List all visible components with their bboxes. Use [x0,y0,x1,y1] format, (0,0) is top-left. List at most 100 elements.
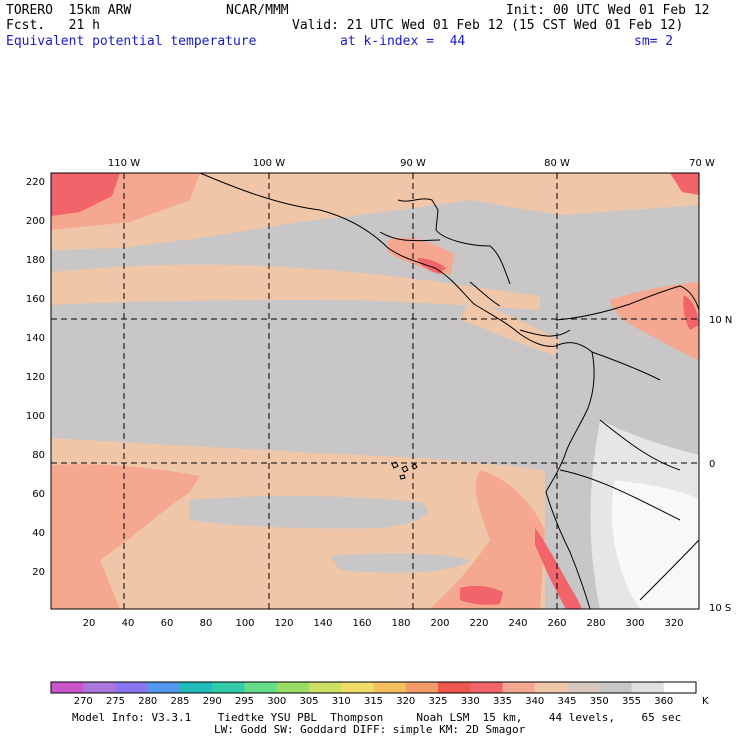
x-tick-label: 160 [352,618,371,629]
salmon-region-caribbean [610,282,699,360]
colorbar-swatch [276,682,310,693]
x-tick-label: 260 [547,618,566,629]
colorbar-frame [50,681,697,694]
y-tick-label: 60 [32,489,45,500]
x-tick-label: 200 [430,618,449,629]
colorbar-label: 305 [299,696,318,707]
y-tick-label: 80 [32,450,45,461]
galapagos-islands [391,461,418,480]
colorbar-swatch [502,682,536,693]
colorbar-swatch [534,682,568,693]
y-tick-label: 100 [26,411,45,422]
latitude-labels: 10 N 0 10 S [709,315,732,614]
colorbar-swatch [567,682,600,693]
x-tick-label: 20 [83,618,96,629]
colorbar-swatch [244,682,278,693]
colorbar-label: 355 [622,696,641,707]
model-info: Model Info: V3.3.1 Tiedtke YSU PBL Thomp… [72,711,682,724]
lon-label: 90 W [400,158,426,169]
y-tick-label: 200 [26,216,45,227]
x-axis-ticks: 20 40 60 80 100 120 140 160 180 200 220 … [83,618,684,629]
colorbar-label: 360 [654,696,673,707]
colorbar-label: 345 [557,696,576,707]
valid-time: Valid: 21 UTC Wed 01 Feb 12 (15 CST Wed … [292,18,684,33]
salmon-region-south [51,464,200,609]
colorbar-label: 310 [332,696,351,707]
colorbar-label: 290 [203,696,222,707]
colorbar-label: 325 [428,696,447,707]
colorbar-swatch [438,682,471,693]
colorbar-label: 285 [170,696,189,707]
y-tick-label: 220 [26,177,45,188]
x-tick-label: 60 [161,618,174,629]
y-tick-label: 40 [32,528,45,539]
y-axis-ticks: 220 200 180 160 140 120 100 80 60 40 20 [26,177,45,578]
border-south-america [559,351,700,601]
lon-label: 70 W [689,158,715,169]
x-tick-label: 100 [235,618,254,629]
lat-label: 10 N [709,315,732,326]
longitude-labels: 110 W 100 W 90 W 80 W 70 W [108,158,715,169]
colorbar-swatches [51,682,697,693]
colorbar-swatch [212,682,245,693]
colorbar-label: 335 [493,696,512,707]
x-tick-label: 280 [586,618,605,629]
colorbar-label: 295 [235,696,254,707]
lon-label: 80 W [544,158,570,169]
smoothing: sm= 2 [634,34,674,49]
colorbar-swatch [51,682,84,693]
gray-patch-south [190,495,428,529]
red-region-caribbean [683,295,699,330]
salmon-region-peru [430,470,545,609]
y-tick-label: 120 [26,372,45,383]
map-area [50,172,700,610]
model-title: TORERO 15km ARW [6,3,132,18]
red-region-ne [670,173,699,195]
colorbar-swatch [373,682,407,693]
x-tick-label: 320 [664,618,683,629]
level-index: at k-index = 44 [340,34,466,49]
x-tick-label: 300 [625,618,644,629]
colorbar-swatch [341,682,374,693]
colorbar-label: 350 [590,696,609,707]
x-tick-label: 180 [391,618,410,629]
colorbar-swatch [631,682,665,693]
gray-patch-south-2 [330,553,470,573]
colorbar-label: 300 [267,696,286,707]
colorbar: 270 275 280 285 290 295 300 305 310 315 320 325 330 3… [50,681,709,707]
colorbar-label: 315 [364,696,383,707]
tan-band-north [51,173,699,250]
center-name: NCAR/MMM [226,3,289,18]
colorbar-swatch [83,682,116,693]
red-region-offshore [460,585,503,605]
lat-label: 0 [709,459,715,470]
tan-band-central [51,264,540,310]
coastline-caribbean [555,285,700,321]
white-region-amazon [611,480,699,609]
red-region-peru-coast [535,528,582,609]
coastline-south-america [545,351,595,610]
x-tick-label: 240 [508,618,527,629]
model-physics: LW: Godd SW: Goddard DIFF: simple KM: 2D… [214,723,526,736]
x-tick-label: 140 [313,618,332,629]
colorbar-label: 275 [106,696,125,707]
y-tick-label: 180 [26,255,45,266]
colorbar-swatch [309,682,342,693]
y-tick-label: 140 [26,333,45,344]
colorbar-swatch [147,682,181,693]
colorbar-label: 330 [461,696,480,707]
x-tick-label: 220 [469,618,488,629]
lon-label: 110 W [108,158,140,169]
colorbar-swatch [180,682,213,693]
map-frame [50,172,700,610]
border-central-america [379,231,571,337]
colorbar-labels: 270 275 280 285 290 295 300 305 310 315 320 325 330 3… [74,696,674,707]
forecast-hour: Fcst. 21 h [6,18,100,33]
x-tick-label: 80 [200,618,213,629]
colorbar-swatch [405,682,439,693]
colorbar-swatch [663,682,697,693]
tan-band-east-coast [460,300,560,355]
coastlines [199,172,700,610]
colorbar-label: 340 [525,696,544,707]
